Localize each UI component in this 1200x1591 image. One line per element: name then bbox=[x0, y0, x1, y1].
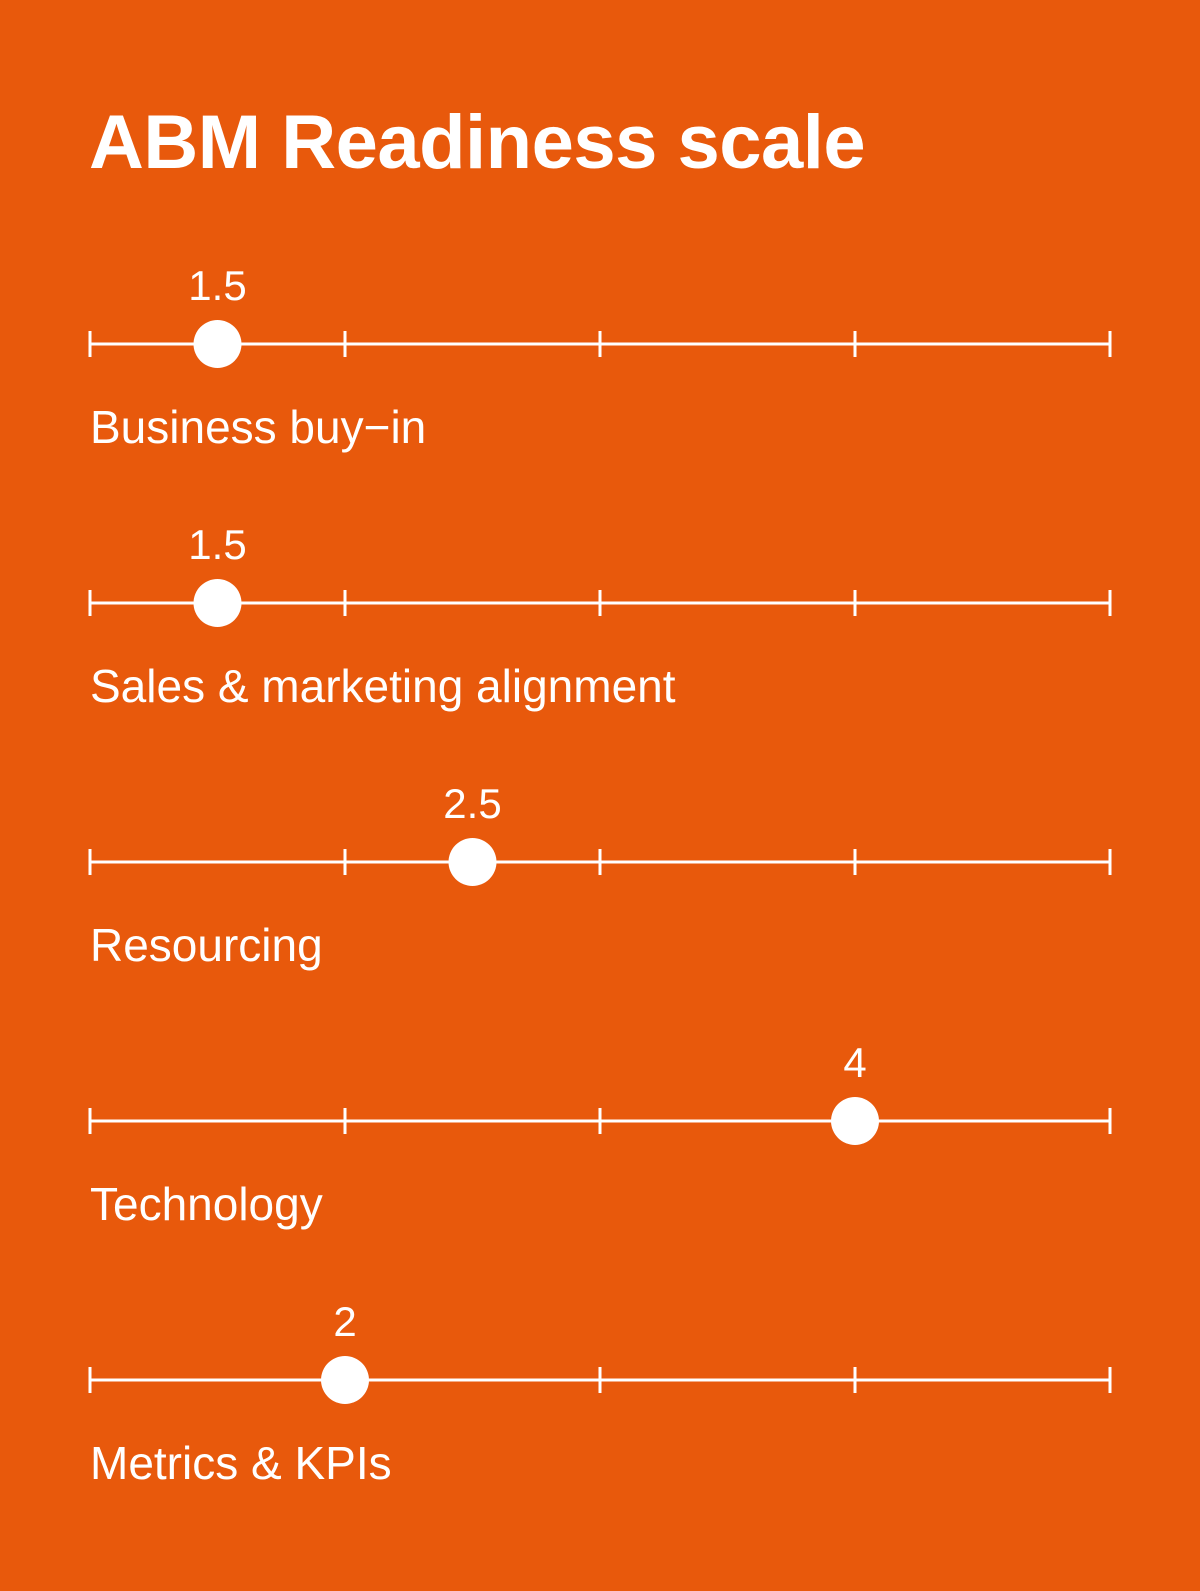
category-label: Metrics & KPIs bbox=[90, 1437, 392, 1489]
score-value-label: 2.5 bbox=[443, 780, 501, 827]
score-dot bbox=[193, 320, 242, 368]
score-dot bbox=[448, 838, 497, 886]
category-label: Sales & marketing alignment bbox=[90, 660, 676, 712]
category-label: Business buy−in bbox=[90, 401, 426, 453]
score-value-label: 2 bbox=[333, 1298, 356, 1345]
chart-title: ABM Readiness scale bbox=[89, 100, 866, 185]
score-dot bbox=[831, 1097, 879, 1145]
category-label: Resourcing bbox=[90, 919, 323, 971]
score-dot bbox=[193, 579, 242, 627]
category-label: Technology bbox=[90, 1178, 323, 1230]
score-value-label: 1.5 bbox=[188, 521, 246, 568]
score-value-label: 1.5 bbox=[188, 262, 246, 309]
score-value-label: 4 bbox=[843, 1039, 866, 1086]
score-dot bbox=[321, 1356, 369, 1404]
